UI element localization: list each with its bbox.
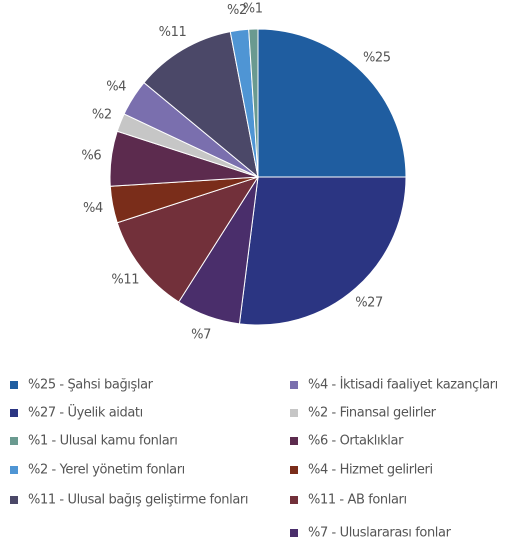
- legend-swatch: [10, 466, 18, 474]
- legend-swatch: [10, 496, 18, 504]
- slice-label: %27: [355, 296, 383, 311]
- legend-swatch: [290, 381, 298, 389]
- slice-label: %25: [363, 51, 391, 66]
- legend-swatch: [290, 437, 298, 445]
- slice-label: %2: [92, 108, 112, 123]
- legend-swatch: [10, 409, 18, 417]
- legend-label: %7 - Uluslararası fonlar: [308, 526, 452, 541]
- legend-label: %25 - Şahsi bağışlar: [28, 378, 154, 393]
- legend-swatch: [10, 437, 18, 445]
- legend-label: %11 - Ulusal bağış geliştirme fonları: [28, 493, 248, 508]
- legend-swatch: [290, 496, 298, 504]
- legend-label: %11 - AB fonları: [308, 493, 407, 508]
- pie-slice: [238, 176, 407, 326]
- slice-label: %11: [159, 25, 187, 40]
- slice-label: %1: [243, 2, 263, 17]
- legend-label: %2 - Finansal gelirler: [308, 406, 437, 421]
- pie-slice: [116, 176, 260, 303]
- legend-label: %27 - Üyelik aidatı: [28, 404, 143, 421]
- slice-label: %6: [81, 148, 101, 163]
- legend-label: %6 - Ortaklıklar: [308, 434, 404, 449]
- legend-swatch: [10, 381, 18, 389]
- slice-label: %11: [111, 272, 139, 287]
- pie-slice: [248, 28, 259, 178]
- legend-label: %1 - Ulusal kamu fonları: [28, 434, 177, 449]
- pie-slice: [257, 28, 407, 178]
- legend-swatch: [290, 529, 298, 537]
- legend-swatch: [290, 466, 298, 474]
- slice-label: %4: [106, 79, 126, 94]
- pie-slice: [143, 31, 259, 179]
- legend-label: %4 - İktisadi faaliyet kazançları: [308, 377, 498, 393]
- legend-label: %4 - Hizmet gelirleri: [308, 463, 433, 478]
- slice-label: %7: [191, 328, 211, 343]
- slice-label: %4: [83, 201, 103, 216]
- slice-label: %2: [227, 3, 247, 18]
- legend-label: %2 - Yerel yönetim fonları: [28, 463, 185, 478]
- legend-swatch: [290, 409, 298, 417]
